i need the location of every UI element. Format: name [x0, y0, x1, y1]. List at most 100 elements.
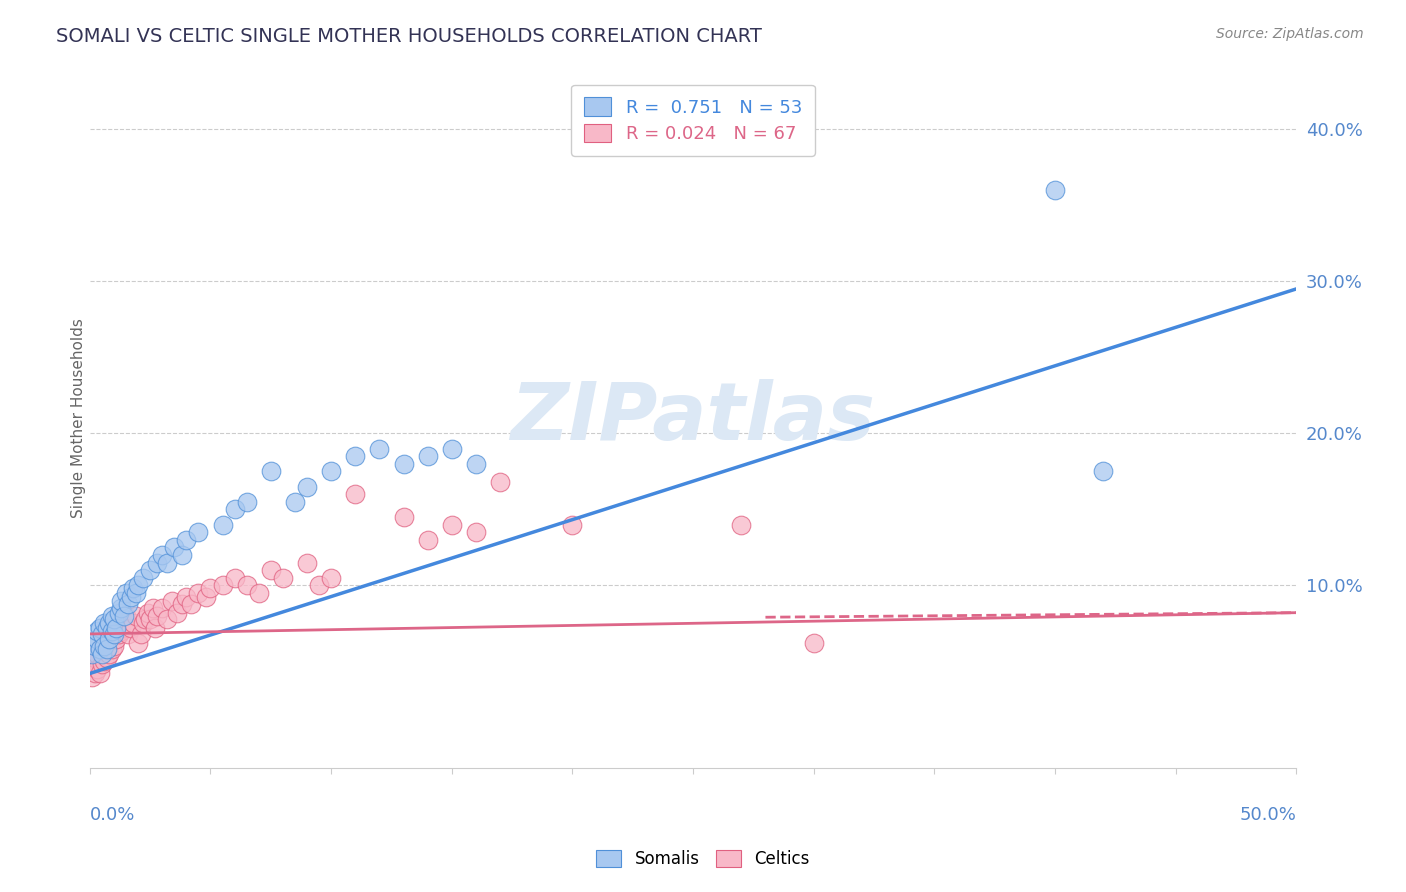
- Point: [295, 479, 318, 493]
- Point: [90, 657, 112, 672]
- Point: [86, 647, 108, 661]
- Y-axis label: Single Mother Households: Single Mother Households: [72, 318, 86, 518]
- Point: [96, 621, 118, 635]
- Point: [110, 624, 132, 638]
- Point: [146, 608, 169, 623]
- Point: [83, 666, 105, 681]
- Point: [136, 606, 159, 620]
- Point: [110, 601, 132, 615]
- Point: [82, 654, 104, 668]
- Point: [284, 494, 307, 508]
- Point: [82, 669, 104, 683]
- Point: [440, 442, 463, 456]
- Point: [93, 636, 115, 650]
- Point: [176, 591, 198, 605]
- Point: [89, 666, 111, 681]
- Point: [166, 606, 188, 620]
- Point: [105, 621, 128, 635]
- Point: [561, 517, 583, 532]
- Point: [803, 636, 825, 650]
- Point: [271, 571, 294, 585]
- Point: [247, 586, 270, 600]
- Point: [730, 517, 752, 532]
- Point: [103, 612, 125, 626]
- Point: [224, 502, 246, 516]
- Point: [89, 642, 111, 657]
- Point: [194, 591, 217, 605]
- Point: [103, 639, 125, 653]
- Point: [98, 632, 121, 646]
- Point: [100, 642, 122, 657]
- Text: SOMALI VS CELTIC SINGLE MOTHER HOUSEHOLDS CORRELATION CHART: SOMALI VS CELTIC SINGLE MOTHER HOUSEHOLD…: [56, 27, 762, 45]
- Point: [392, 457, 415, 471]
- Point: [100, 624, 122, 638]
- Point: [90, 647, 112, 661]
- Point: [344, 487, 367, 501]
- Point: [176, 533, 198, 547]
- Legend: Somalis, Celtics: Somalis, Celtics: [589, 843, 817, 875]
- Point: [160, 593, 183, 607]
- Point: [115, 608, 138, 623]
- Point: [211, 578, 233, 592]
- Point: [110, 616, 132, 631]
- Point: [156, 612, 179, 626]
- Point: [260, 563, 283, 577]
- Point: [156, 556, 179, 570]
- Point: [1043, 183, 1066, 197]
- Point: [260, 464, 283, 478]
- Point: [107, 627, 129, 641]
- Point: [139, 612, 162, 626]
- Point: [96, 642, 118, 657]
- Point: [440, 517, 463, 532]
- Point: [392, 509, 415, 524]
- Point: [103, 627, 125, 641]
- Point: [120, 621, 142, 635]
- Point: [129, 627, 152, 641]
- Point: [170, 597, 193, 611]
- Point: [321, 464, 343, 478]
- Point: [1092, 464, 1115, 478]
- Point: [187, 525, 209, 540]
- Point: [98, 647, 121, 661]
- Point: [127, 578, 149, 592]
- Point: [132, 616, 155, 631]
- Point: [110, 593, 132, 607]
- Point: [464, 525, 486, 540]
- Point: [90, 627, 112, 641]
- Point: [86, 632, 108, 646]
- Point: [93, 639, 115, 653]
- Point: [89, 621, 111, 635]
- Point: [163, 541, 186, 555]
- Point: [122, 616, 145, 631]
- Point: [86, 662, 108, 676]
- Point: [103, 621, 125, 635]
- Point: [132, 571, 155, 585]
- Point: [90, 639, 112, 653]
- Point: [93, 654, 115, 668]
- Point: [115, 586, 138, 600]
- Point: [100, 608, 122, 623]
- Point: [344, 449, 367, 463]
- Point: [83, 639, 105, 653]
- Point: [93, 616, 115, 631]
- Text: ZIPatlas: ZIPatlas: [510, 379, 876, 457]
- Point: [105, 632, 128, 646]
- Point: [117, 597, 139, 611]
- Point: [82, 647, 104, 661]
- Point: [235, 578, 257, 592]
- Point: [100, 624, 122, 638]
- Point: [139, 563, 162, 577]
- Point: [98, 627, 121, 641]
- Point: [180, 597, 202, 611]
- Point: [416, 449, 439, 463]
- Point: [489, 475, 512, 489]
- Point: [146, 556, 169, 570]
- Point: [122, 582, 145, 596]
- Text: 50.0%: 50.0%: [1240, 806, 1296, 824]
- Point: [295, 556, 318, 570]
- Point: [98, 616, 121, 631]
- Point: [83, 651, 105, 665]
- Point: [170, 548, 193, 562]
- Point: [308, 578, 330, 592]
- Point: [125, 608, 148, 623]
